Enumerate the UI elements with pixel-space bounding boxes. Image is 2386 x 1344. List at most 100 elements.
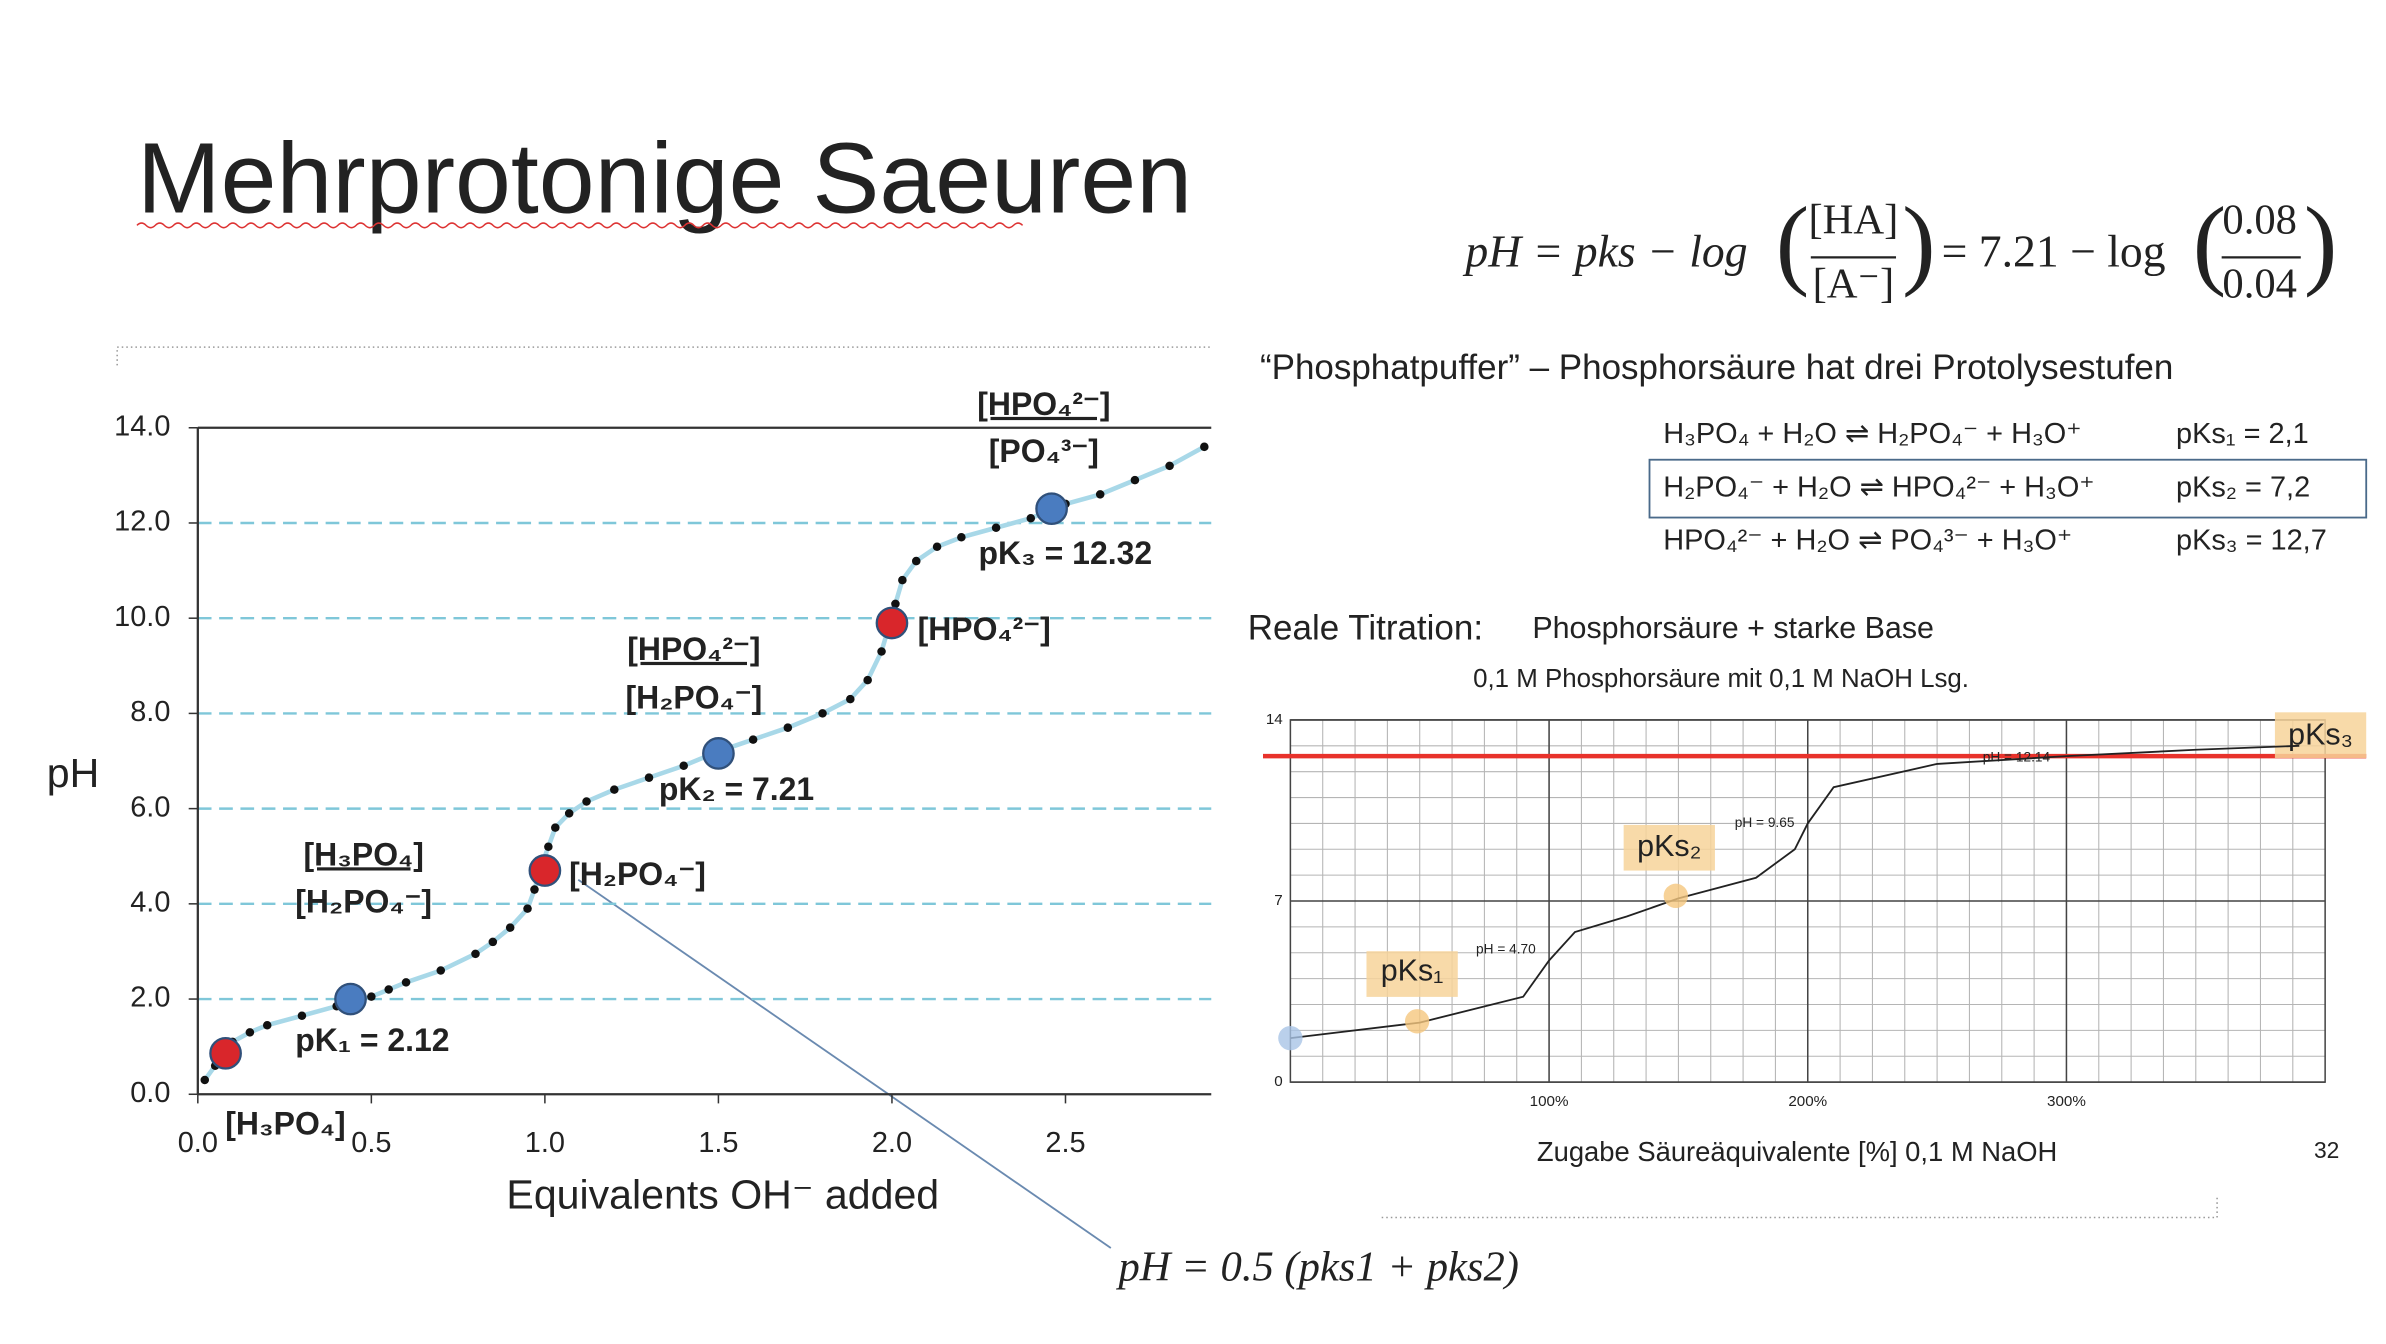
annotation: pKs₃ (2288, 718, 2353, 752)
data-dot (471, 949, 480, 959)
data-dot (1026, 513, 1036, 523)
label-highlight (1366, 951, 1458, 997)
equation: H₂PO₄⁻ + H₂O ⇌ HPO₄²⁻ + H₃O⁺ (1663, 471, 2094, 503)
equation-pks: pKs₁ = 2,1 (2176, 418, 2309, 450)
annotation: pH = 9.65 (1735, 815, 1795, 830)
data-dot (505, 923, 515, 932)
x-tick-label: 1.5 (698, 1127, 738, 1159)
x-tick-label: 300% (2047, 1093, 2086, 1110)
annotation-denominator: [H₂PO₄⁻] (626, 680, 763, 716)
formula-text: [HA] (1808, 197, 1898, 244)
x-axis-label: Equivalents OH⁻ added (506, 1172, 939, 1218)
formula-text: = 7.21 − log (1942, 225, 2166, 276)
data-point (1404, 1009, 1430, 1034)
curve-line (1290, 744, 2300, 1040)
chart-title: Reale Titration: (1248, 608, 1483, 647)
y-tick-label: 0.0 (130, 1077, 170, 1109)
data-dot (957, 533, 966, 542)
y-tick-label: 8.0 (130, 696, 170, 728)
data-dot (200, 1075, 210, 1085)
equation: H₃PO₄ + H₂O ⇌ H₂PO₄⁻ + H₃O⁺ (1663, 418, 2081, 450)
label-highlight (2274, 712, 2367, 758)
page-number: 32 (2314, 1137, 2339, 1163)
equation-pks: pKs₃ = 12,7 (2176, 525, 2327, 557)
annotation: pKs₂ (1637, 829, 1701, 863)
data-dot (551, 823, 560, 832)
x-tick-label: 100% (1530, 1093, 1569, 1110)
parenthesis: ( (1776, 187, 1809, 298)
data-dot (544, 842, 553, 851)
midpoint-formula: pH = 0.5 (pks1 + pks2) (1115, 1244, 1519, 1291)
parenthesis: ) (1902, 187, 1935, 298)
annotation-denominator: [PO₄³⁻] (989, 433, 1099, 469)
y-tick-label: 12.0 (114, 506, 170, 538)
y-axis-label: pH (47, 750, 100, 796)
annotation: pK₃ = 12.32 (978, 535, 1152, 571)
formula-text: 0.08 (2222, 197, 2297, 244)
data-dot (523, 904, 532, 913)
label-highlight (1623, 824, 1715, 871)
parenthesis: ) (2304, 187, 2337, 298)
data-dot (582, 797, 591, 806)
frame-line (116, 346, 1212, 366)
x-axis-label: Zugabe Säureäquivalente [%] 0,1 M NaOH (1537, 1136, 2057, 1167)
y-tick-label: 0 (1274, 1073, 1282, 1090)
annotation: pKs₁ (1381, 954, 1444, 988)
x-tick-label: 0.0 (178, 1127, 218, 1159)
data-dot (911, 556, 921, 566)
x-tick-label: 1.0 (525, 1127, 565, 1159)
data-dot (488, 937, 498, 947)
data-dot (877, 647, 886, 656)
spellcheck-underline (136, 222, 1024, 229)
buffer-formula: pH = pks − log ( [HA] [A⁻] ) = 7.21 − lo… (1462, 187, 2337, 308)
annotation: pK₁ = 2.12 (295, 1022, 449, 1058)
data-dot (610, 785, 619, 794)
data-point (1663, 883, 1689, 909)
data-dot (384, 985, 393, 994)
annotation-numerator: [H₃PO₄] (303, 836, 423, 872)
x-tick-label: 2.0 (872, 1127, 912, 1159)
data-dot (297, 1011, 307, 1020)
x-tick-label: 200% (1788, 1093, 1827, 1110)
data-dot (1130, 475, 1140, 485)
data-dot (245, 1028, 255, 1037)
annotation: pK₂ = 7.21 (659, 771, 814, 807)
chart-subtitle: 0,1 M Phosphorsäure mit 0,1 M NaOH Lsg. (1473, 665, 1969, 693)
annotation: pH = 12.14 (1983, 750, 2051, 765)
data-dot (1095, 490, 1105, 499)
equation: HPO₄²⁻ + H₂O ⇌ PO₄³⁻ + H₃O⁺ (1663, 525, 2072, 557)
data-dot (1165, 461, 1174, 471)
parenthesis: ( (2193, 187, 2226, 298)
data-point (334, 982, 367, 1016)
annotation: [H₃PO₄] (225, 1106, 345, 1142)
x-tick-label: 2.5 (1045, 1127, 1085, 1159)
data-dot (401, 978, 411, 987)
y-tick-label: 14 (1266, 711, 1283, 728)
data-dot (679, 761, 688, 771)
data-point (702, 737, 735, 770)
data-dot (262, 1020, 272, 1030)
data-dot (436, 966, 446, 975)
annotation: [HPO₄²⁻] (918, 611, 1051, 647)
y-tick-label: 7 (1274, 892, 1282, 909)
pointer-line (577, 878, 1112, 1249)
data-dot (1200, 442, 1209, 452)
data-point (875, 606, 909, 640)
y-tick-label: 2.0 (130, 982, 170, 1014)
data-point (528, 854, 562, 887)
data-dot (564, 809, 574, 818)
data-dot (891, 599, 900, 609)
formula-text: [A⁻] (1813, 261, 1895, 308)
equation-pks: pKs₂ = 7,2 (2176, 471, 2310, 503)
annotation: [H₂PO₄⁻] (569, 856, 706, 892)
data-point (1035, 492, 1068, 526)
chart-title-detail: Phosphorsäure + starke Base (1532, 611, 1934, 645)
highlight-box (1648, 458, 2368, 519)
x-tick-label: 0.5 (351, 1127, 391, 1159)
data-dot (846, 694, 855, 704)
y-tick-label: 6.0 (130, 791, 170, 823)
data-dot (818, 709, 827, 718)
data-dot (644, 773, 654, 782)
